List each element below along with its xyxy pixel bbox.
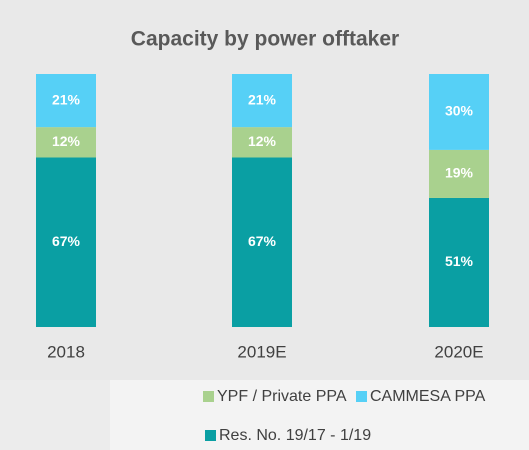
data-label: 30% — [445, 103, 474, 119]
data-label: 51% — [445, 253, 474, 269]
data-label: 12% — [248, 133, 277, 149]
legend-background — [110, 380, 529, 450]
bar-segment — [232, 127, 292, 158]
bar-segment — [429, 197, 489, 327]
data-label: 12% — [52, 133, 81, 149]
chart-title: Capacity by power offtaker — [131, 28, 399, 51]
bar-segment — [36, 74, 96, 128]
legend-swatch — [356, 391, 367, 402]
bar-segment — [429, 74, 489, 150]
x-tick-label: 2019E — [237, 342, 286, 361]
legend-label: Res. No. 19/17 - 1/19 — [219, 427, 371, 444]
data-label: 67% — [248, 233, 277, 249]
data-label: 21% — [52, 91, 81, 107]
bar-segment — [429, 149, 489, 198]
data-label: 21% — [248, 91, 277, 107]
x-tick-label: 2018 — [47, 342, 85, 361]
bar-segment — [232, 74, 292, 128]
data-label: 19% — [445, 165, 474, 181]
legend-swatch — [203, 391, 214, 402]
data-label: 67% — [52, 233, 81, 249]
bar-segment — [36, 157, 96, 327]
bar-segment — [36, 127, 96, 158]
x-tick-label: 2020E — [434, 342, 483, 361]
legend-label: YPF / Private PPA — [217, 388, 347, 405]
legend-swatch — [205, 430, 216, 441]
legend-label: CAMMESA PPA — [370, 388, 486, 405]
bar-segment — [232, 157, 292, 327]
